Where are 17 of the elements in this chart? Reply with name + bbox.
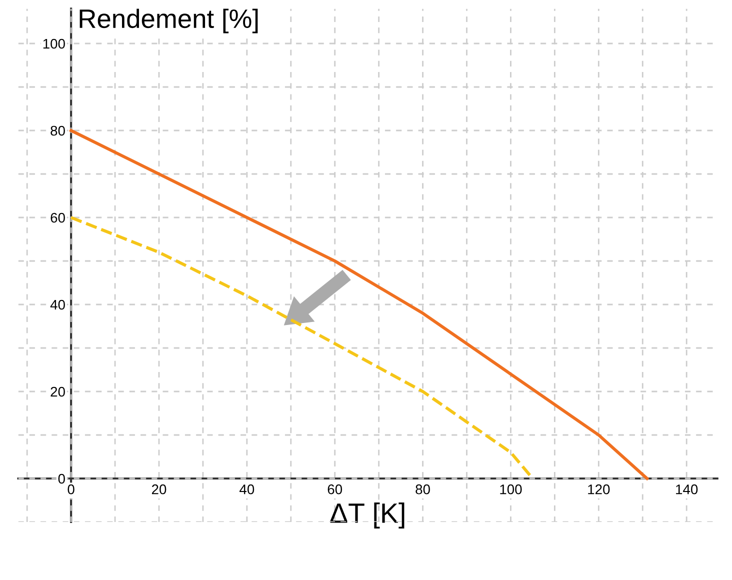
y-tick-label: 40 [50, 300, 65, 310]
y-tick-label: 20 [50, 386, 65, 397]
x-tick-label: 0 [68, 484, 74, 494]
y-tick-label: 0 [58, 474, 65, 484]
x-axis-title: ΔT [K] [330, 502, 404, 528]
x-tick-label: 100 [500, 484, 522, 494]
x-tick-label: 20 [152, 484, 166, 494]
x-tick-label: 60 [328, 484, 342, 494]
y-tick-label: 60 [50, 212, 65, 223]
x-tick-label: 140 [676, 484, 698, 494]
x-tick-label: 40 [240, 484, 254, 494]
line-series [70, 128, 649, 480]
y-axis-title: Rendement [%] [80, 8, 258, 34]
y-tick-label: 80 [50, 126, 65, 136]
y-tick-label: 100 [43, 38, 65, 49]
x-tick-label: 120 [588, 484, 610, 494]
x-tick-label: 80 [416, 484, 430, 494]
